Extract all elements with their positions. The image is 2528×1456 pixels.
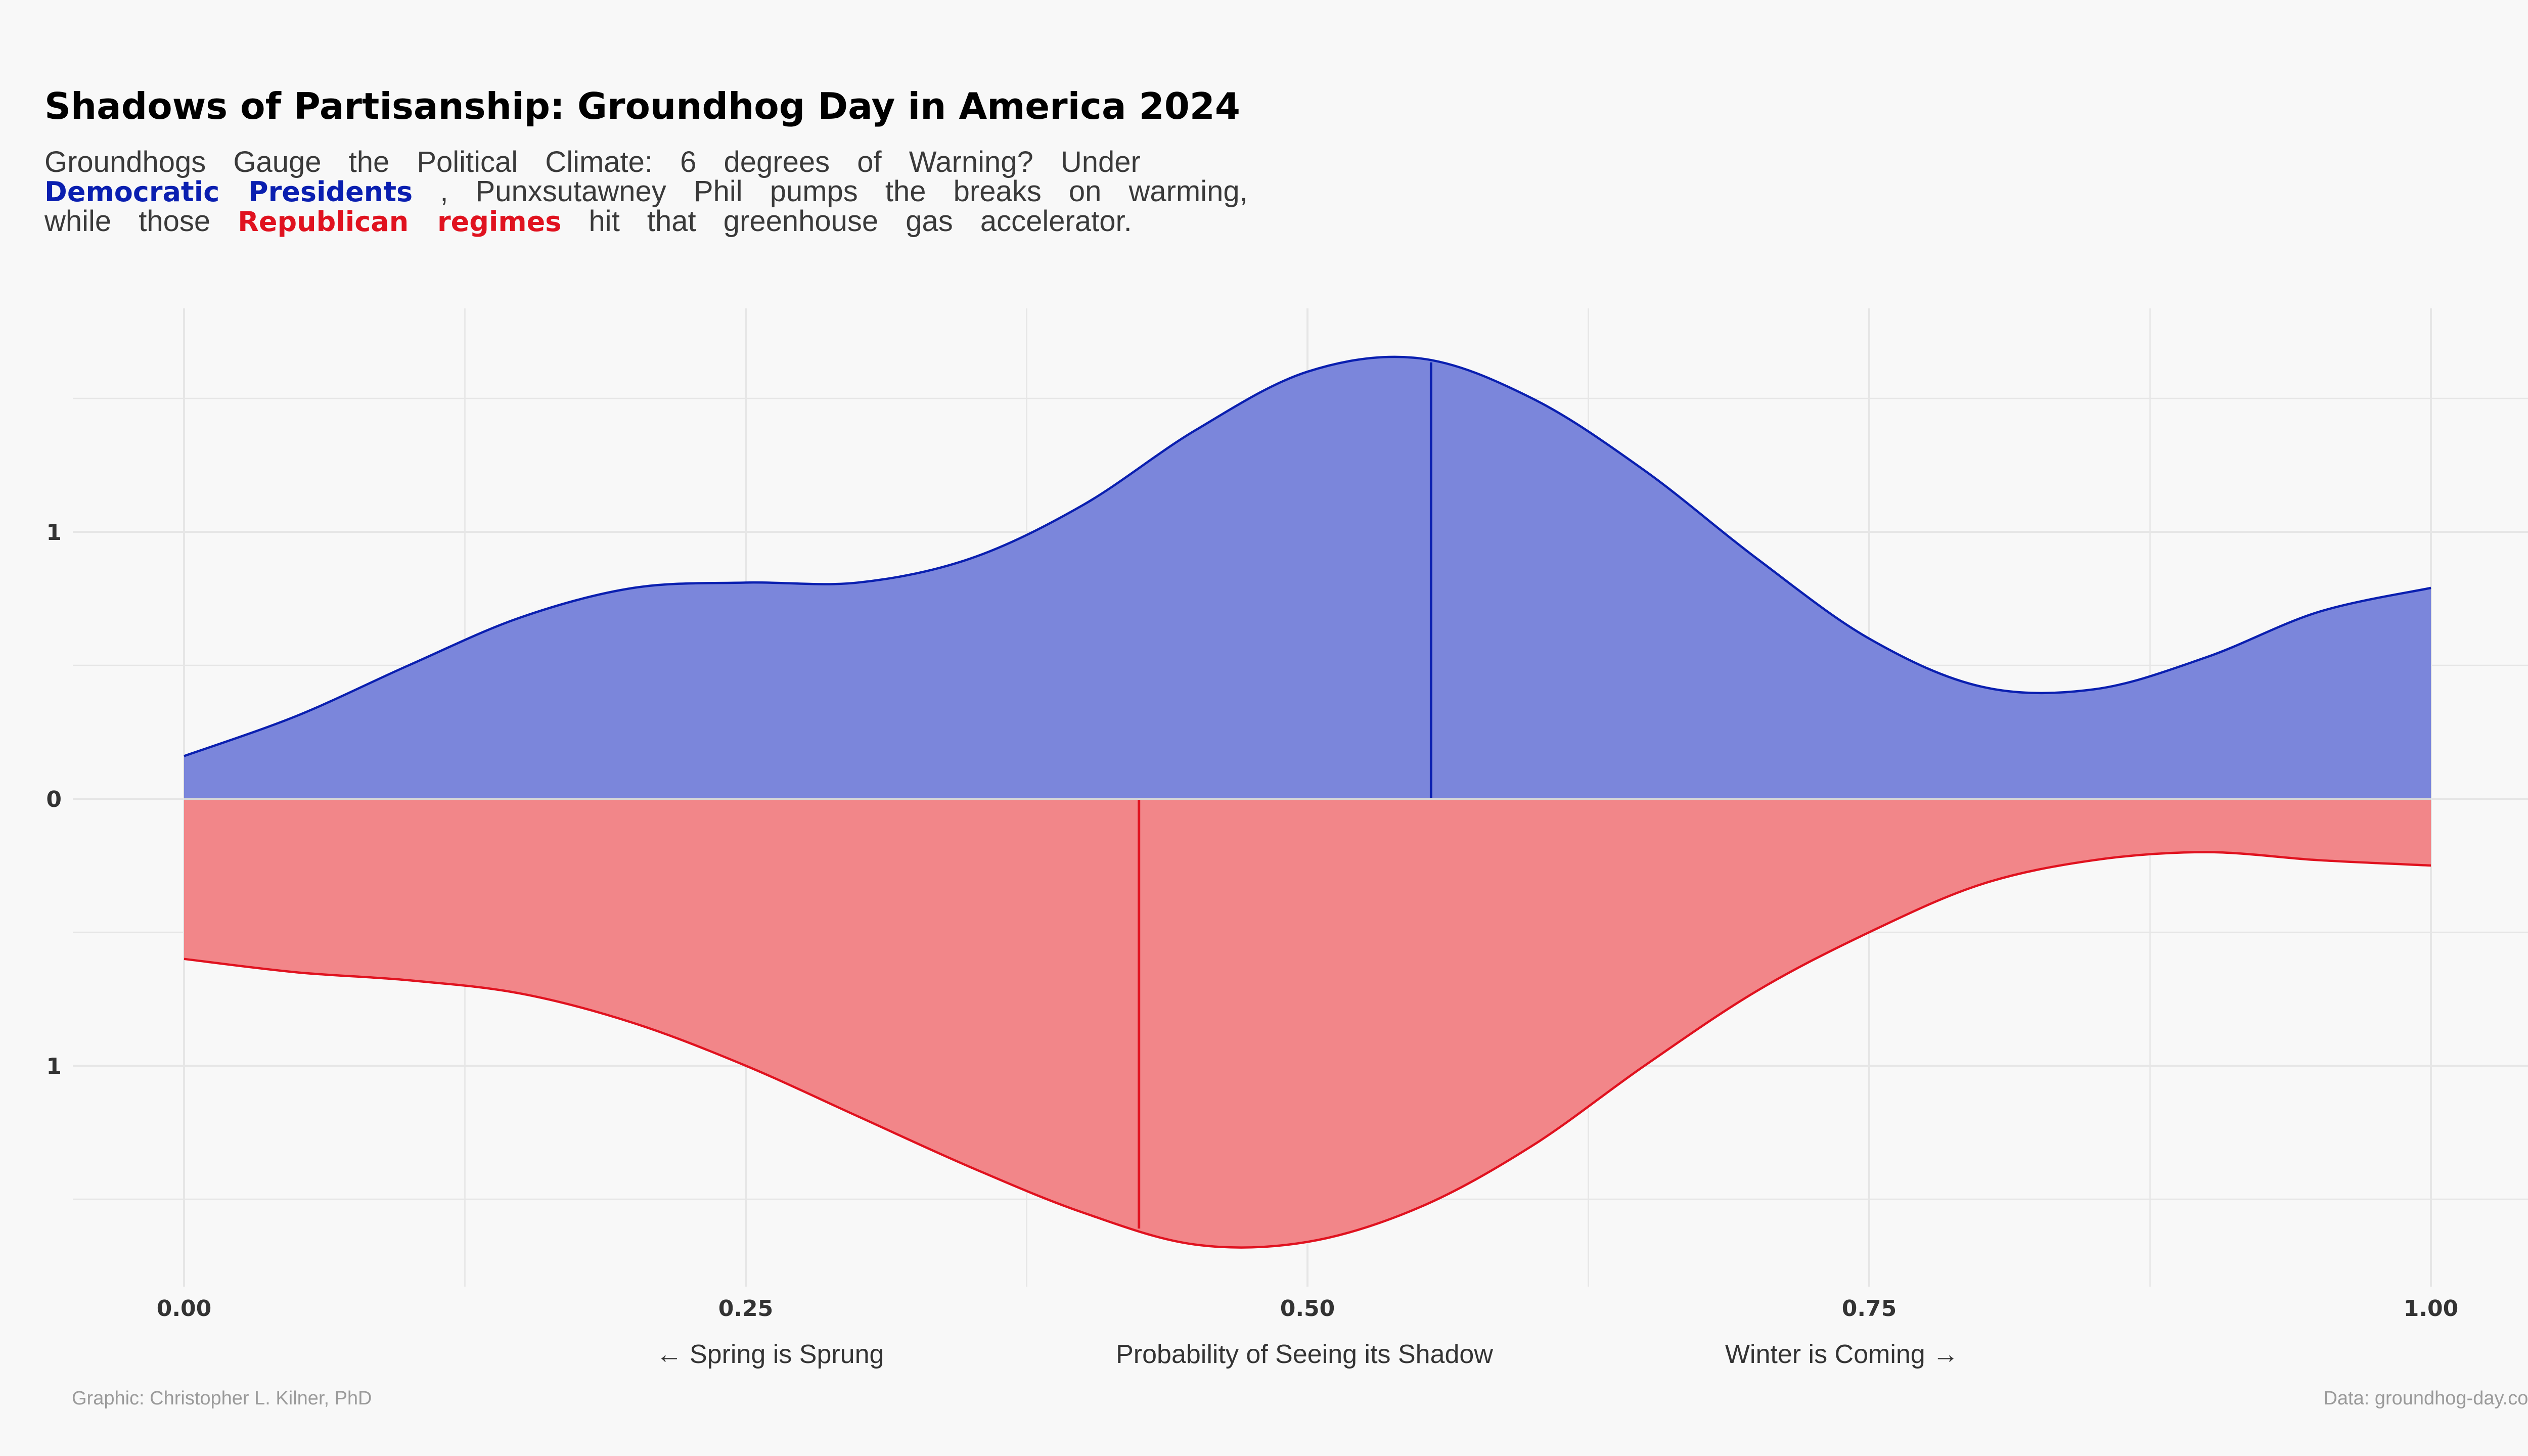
graphic-credit: Graphic: Christopher L. Kilner, PhD bbox=[72, 1388, 372, 1409]
subtitle-line-3-post: hit that greenhouse gas accelerator. bbox=[589, 205, 1132, 238]
data-source-credit: Data: groundhog-day.com bbox=[2323, 1388, 2528, 1409]
y-tick-label: 0 bbox=[46, 787, 62, 812]
republican-density-area bbox=[184, 799, 2431, 1248]
x-tick-label: 0.50 bbox=[1280, 1296, 1335, 1322]
x-tick-label: 0.75 bbox=[1842, 1296, 1897, 1322]
republican-density-line bbox=[184, 851, 2431, 1249]
chart-title: Shadows of Partisanship: Groundhog Day i… bbox=[44, 85, 1240, 127]
subtitle-line-2-text: , Punxsutawney Phil pumps the breaks on … bbox=[440, 175, 1248, 208]
y-tick-label: 1 bbox=[46, 520, 62, 545]
y-tick-label: 1 bbox=[46, 1054, 62, 1079]
x-axis-label-spring: ← Spring is Sprung bbox=[656, 1340, 884, 1369]
democratic-density-area bbox=[184, 356, 2431, 799]
x-tick-label: 0.00 bbox=[157, 1296, 212, 1322]
democratic-density-line bbox=[184, 355, 2431, 757]
subtitle-line-3: while those Republican regimes hit that … bbox=[44, 207, 1324, 237]
x-axis-label-winter: Winter is Coming → bbox=[1725, 1340, 1959, 1369]
subtitle-line-3-pre: while those bbox=[44, 205, 211, 238]
republican-regimes-highlight: Republican regimes bbox=[238, 206, 562, 238]
x-tick-label: 0.25 bbox=[718, 1296, 774, 1322]
democratic-presidents-highlight: Democratic Presidents bbox=[44, 176, 413, 208]
chart-subtitle: Groundhogs Gauge the Political Climate: … bbox=[44, 148, 1324, 237]
x-tick-label: 1.00 bbox=[2404, 1296, 2459, 1322]
axis-labels: 0.00 0.25 0.50 0.75 1.00 1 0 1 ← Spring is Sprun… bbox=[46, 520, 2458, 1369]
subtitle-line-1: Groundhogs Gauge the Political Climate: … bbox=[44, 146, 1141, 178]
subtitle-line-2: Democratic Presidents , Punxsutawney Phi… bbox=[44, 177, 1324, 207]
density-series bbox=[184, 355, 2431, 1249]
x-axis-title: Probability of Seeing its Shadow bbox=[1116, 1340, 1493, 1369]
